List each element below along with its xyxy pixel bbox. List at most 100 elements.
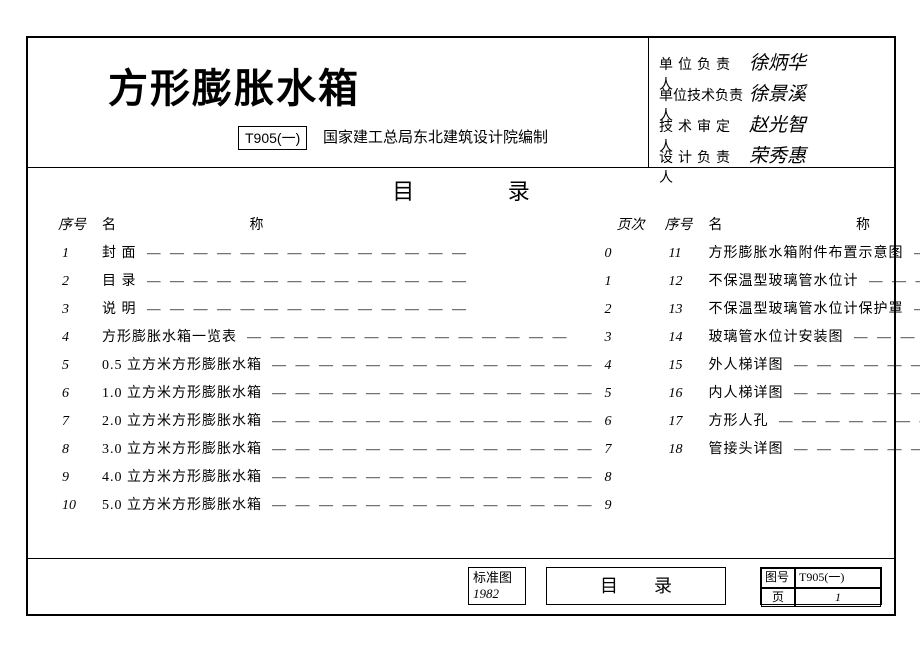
toc-row: 4方形膨胀水箱一览表 — — — — — — — — — — — — — —3 [58,326,645,354]
footer-page-label: 页 [761,588,795,608]
toc-page: 5 [599,386,645,402]
toc-seq: 9 [58,470,102,486]
toc-seq: 3 [58,302,102,318]
toc-name-text: 1.0 立方米方形膨胀水箱 [102,382,262,402]
toc-leader: — — — — — — — — — — — — — — [779,414,920,430]
drawing-frame: 方形膨胀水箱 T905(一) 国家建工总局东北建筑设计院编制 单位负责人 徐炳华… [26,36,896,616]
toc-row: 94.0 立方米方形膨胀水箱 — — — — — — — — — — — — — … [58,466,645,494]
toc-row: 61.0 立方米方形膨胀水箱— — — — — — — — — — — — — … [58,382,645,410]
toc-seq: 7 [58,414,102,430]
header-name: 名 称 [709,214,920,234]
toc-name-text: 目 录 [102,270,137,290]
toc-row: 1封 面 — — — — — — — — — — — — — —0 [58,242,645,270]
toc-leader: — — — — — — — — — — — — — — [794,358,920,374]
toc-page: 9 [599,498,645,514]
toc-row: 83.0 立方米方形膨胀水箱— — — — — — — — — — — — — … [58,438,645,466]
toc-leader: — — — — — — — — — — — — — — [272,470,595,486]
toc-name: 1.0 立方米方形膨胀水箱 — — — — — — — — — — — — — — [102,382,599,402]
toc-name: 4.0 立方米方形膨胀水箱 — — — — — — — — — — — — — — [102,466,599,486]
toc-heading: 目 录 [28,174,894,206]
toc-row: 16内人梯详图— — — — — — — — — — — — — —15 [665,382,920,410]
header-left: 方形膨胀水箱 T905(一) 国家建工总局东北建筑设计院编制 [28,38,649,167]
toc-name-text: 玻璃管水位计安装图 [709,326,844,346]
toc-leader: — — — — — — — — — — — — — — [272,386,595,402]
toc-seq: 4 [58,330,102,346]
toc-page: 0 [599,246,645,262]
toc-seq: 18 [665,442,709,458]
toc-name-text: 0.5 立方米方形膨胀水箱 [102,354,262,374]
toc-page: 2 [599,302,645,318]
toc-name-text: 方形人孔 [709,410,769,430]
toc-leader: — — — — — — — — — — — — — — [854,330,920,346]
toc-leader: — — — — — — — — — — — — — — [914,246,920,262]
toc-name: 方形膨胀水箱附件布置示意图 — — — — — — — — — — — — — — [709,242,920,262]
toc-leader: — — — — — — — — — — — — — — [272,442,595,458]
signature-value: 荣秀惠 [749,141,806,168]
toc-name: 不保温型玻璃管水位计 — — — — — — — — — — — — — — [709,270,920,290]
toc-row: 50.5 立方米方形膨胀水箱— — — — — — — — — — — — — … [58,354,645,382]
toc-name-text: 4.0 立方米方形膨胀水箱 [102,466,262,486]
toc-name: 封 面 — — — — — — — — — — — — — — [102,242,599,262]
toc-page: 6 [599,414,645,430]
document-code: T905(一) [238,126,307,150]
toc-seq: 15 [665,358,709,374]
footer-code-label: 图号 [761,568,795,588]
toc-name-text: 管接头详图 [709,438,784,458]
toc-name: 目 录 — — — — — — — — — — — — — — [102,270,599,290]
column-header: 序号 名 称 页次 [58,214,645,234]
toc-page: 3 [599,330,645,346]
document-title: 方形膨胀水箱 [108,56,360,114]
toc-leader: — — — — — — — — — — — — — — [914,302,920,318]
toc-name: 3.0 立方米方形膨胀水箱— — — — — — — — — — — — — — [102,438,599,458]
toc-right-column: 序号 名 称 页次 11方形膨胀水箱附件布置示意图 — — — — — — — —… [665,214,920,522]
toc-name: 2.0 立方米方形膨胀水箱 — — — — — — — — — — — — — — [102,410,599,430]
toc-name-text: 方形膨胀水箱附件布置示意图 [709,242,904,262]
toc-name: 不保温型玻璃管水位计保护罩— — — — — — — — — — — — — — [709,298,920,318]
toc-name-text: 不保温型玻璃管水位计 [709,270,859,290]
signature-row: 单位负责人 徐炳华 [659,48,886,72]
toc-name: 管接头详图— — — — — — — — — — — — — — [709,438,920,458]
toc-leader: — — — — — — — — — — — — — — [147,246,595,262]
footer-title-box: 目录 [546,567,726,605]
footer-pageinfo-box: 图号 T905(一) 页 1 [760,567,882,605]
toc-name-text: 2.0 立方米方形膨胀水箱 [102,410,262,430]
toc-seq: 11 [665,246,709,262]
toc-row: 11方形膨胀水箱附件布置示意图 — — — — — — — — — — — — —… [665,242,920,270]
toc-seq: 16 [665,386,709,402]
toc-leader: — — — — — — — — — — — — — — [147,302,595,318]
column-header: 序号 名 称 页次 [665,214,920,234]
toc-name: 内人梯详图— — — — — — — — — — — — — — [709,382,920,402]
toc-leader: — — — — — — — — — — — — — — [869,274,920,290]
footer-std-year: 1982 [473,586,521,602]
header: 方形膨胀水箱 T905(一) 国家建工总局东北建筑设计院编制 单位负责人 徐炳华… [28,38,894,168]
toc-seq: 1 [58,246,102,262]
toc-left-column: 序号 名 称 页次 1封 面 — — — — — — — — — — — — — … [58,214,645,522]
toc-name-text: 外人梯详图 [709,354,784,374]
toc-row: 13不保温型玻璃管水位计保护罩— — — — — — — — — — — — —… [665,298,920,326]
toc-name: 玻璃管水位计安装图 — — — — — — — — — — — — — — [709,326,920,346]
footer: 标准图 1982 目录 图号 T905(一) 页 1 [28,558,894,612]
toc-seq: 13 [665,302,709,318]
toc-page: 7 [599,442,645,458]
toc-seq: 10 [58,498,102,514]
toc-leader: — — — — — — — — — — — — — — [147,274,595,290]
toc-row: 15外人梯详图— — — — — — — — — — — — — —14 [665,354,920,382]
toc-name-text: 封 面 [102,242,137,262]
header-page: 页次 [595,214,645,234]
footer-standard-box: 标准图 1982 [468,567,526,605]
toc-leader: — — — — — — — — — — — — — — [247,330,595,346]
toc-name-text: 说 明 [102,298,137,318]
toc-seq: 2 [58,274,102,290]
toc-name-text: 5.0 立方米方形膨胀水箱 [102,494,262,514]
header-seq: 序号 [58,214,102,234]
toc-name: 外人梯详图 — — — — — — — — — — — — — — [709,354,920,374]
toc-name-text: 内人梯详图 [709,382,784,402]
footer-page-value: 1 [795,588,881,608]
institute-name: 国家建工总局东北建筑设计院编制 [323,126,548,147]
toc-row: 14玻璃管水位计安装图— — — — — — — — — — — — — —13 [665,326,920,354]
toc-seq: 12 [665,274,709,290]
signature-value: 徐炳华 [749,48,806,75]
toc-leader: — — — — — — — — — — — — — — [272,498,595,514]
toc-name-text: 方形膨胀水箱一览表 [102,326,237,346]
toc-leader: — — — — — — — — — — — — — — [272,414,595,430]
